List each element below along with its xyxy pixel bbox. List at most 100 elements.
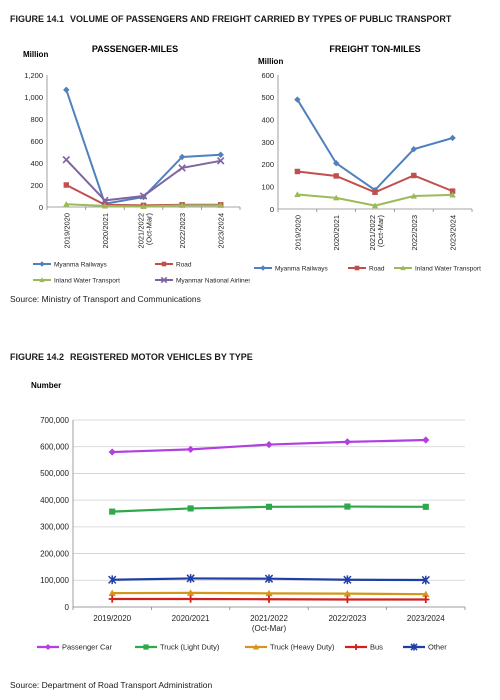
data-point [422,590,430,598]
legend-marker [400,265,406,271]
data-point [343,438,351,446]
data-point [178,202,186,208]
data-point [422,503,429,510]
chart-title: PASSENGER-MILES [92,44,178,54]
data-point [217,151,224,158]
data-point [411,172,417,179]
data-point [294,96,301,103]
data-point [108,575,117,585]
series-line [65,89,221,205]
data-point [421,575,430,585]
data-point [449,191,456,198]
legend-label: Inland Water Transport [415,266,481,273]
legend-label: Road [369,266,385,273]
figure-1-source: Source: Ministry of Transport and Commun… [10,294,201,304]
data-point [216,157,225,165]
y-tick-label: 600 [30,137,43,146]
x-tick-label: 2019/2020 [62,213,71,248]
figure-1-title: VOLUME OF PASSENGERS AND FREIGHT CARRIED… [70,14,452,24]
legend-label: Truck (Light Duty) [160,643,220,652]
passenger-miles-chart: PASSENGER-MILES Million 0 200 400 600 800 1,000… [23,44,250,285]
data-point [109,508,116,515]
x-tick-label: 2023/2024 [407,614,445,623]
x-tick-label: 2021/2022(Oct-Mar) [368,214,385,250]
series-line [296,99,453,192]
legend-label: Myanma Railways [275,266,328,273]
x-tick-label: 2022/2023 [178,213,187,248]
legend-marker [160,276,168,284]
data-point [449,134,456,142]
data-point [333,194,340,201]
legend-label: Passenger Car [62,643,113,652]
legend-label: Myanmar National Airlines [176,278,250,285]
x-tick-label: 2020/2021 [101,213,110,248]
legend-marker [252,643,260,650]
data-point [108,589,116,596]
legend-marker [161,261,167,267]
data-point [139,192,148,200]
legend-label: Other [428,643,447,652]
data-point [422,436,430,444]
legend-label: Road [176,262,192,269]
data-point [264,574,274,584]
legend-marker [354,265,360,271]
data-point [333,160,340,167]
figure-2-heading: FIGURE 14.2 REGISTERED MOTOR VEHICLES BY … [10,352,253,362]
data-point [265,589,273,597]
legend-marker [39,277,45,283]
freight-ton-miles-chart: FREIGHT TON-MILES Million 0 100 200 300 400 500… [254,44,481,273]
data-point [294,191,301,198]
legend-marker [260,265,266,271]
data-point [343,575,352,585]
y-tick-label: 700,000 [40,416,69,425]
data-point [178,153,186,161]
legend-label: Myanma Railways [54,262,107,269]
data-point [187,589,195,596]
data-point [410,192,417,199]
x-tick-label: 2019/2020 [293,215,302,250]
x-tick-label: 2021/2022(Oct-Mar) [137,212,154,248]
figure-2-title: REGISTERED MOTOR VEHICLES BY TYPE [70,352,253,362]
data-point [63,86,70,94]
legend-label: Inland Water Transport [54,278,120,285]
data-point [108,595,116,603]
x-tick-label: 2022/2023 [328,614,366,623]
figure-1-heading: FIGURE 14.1 VOLUME OF PASSENGERS AND FREI… [10,14,451,24]
y-tick-label: 300 [261,138,274,147]
x-tick-label: 2023/2024 [217,213,226,248]
data-point [422,595,430,604]
y-tick-label: 500,000 [40,469,69,478]
y-tick-label: 0 [270,205,274,214]
y-axis-label: Number [31,381,61,390]
x-tick-label: 2020/2021 [332,215,341,250]
legend-label: Truck (Heavy Duty) [270,643,335,652]
data-point [187,595,195,603]
chart-title: FREIGHT TON-MILES [329,44,420,54]
data-point [265,440,273,449]
y-tick-label: 0 [65,603,70,612]
data-point [140,203,147,210]
y-tick-label: 400,000 [40,496,69,505]
y-tick-label: 200 [261,160,274,169]
x-tick-label: 2022/2023 [410,215,419,250]
y-tick-label: 400 [261,115,274,124]
data-point [101,202,109,209]
y-tick-label: 400 [30,159,43,168]
y-tick-label: 200 [30,181,43,190]
y-tick-label: 500 [261,93,274,102]
data-point [108,448,116,456]
data-point [63,182,70,188]
y-tick-label: 600,000 [40,443,69,452]
y-axis-label: Million [23,50,48,59]
legend-marker [143,644,149,650]
data-point [333,173,339,179]
data-point [265,503,273,510]
y-tick-label: 0 [39,203,43,212]
x-tick-label: 2020/2021 [172,614,210,623]
data-point [178,164,186,172]
legend-label: Bus [370,643,383,652]
figure-2-source: Source: Department of Road Transport Adm… [10,680,213,690]
data-point [371,202,379,209]
y-tick-label: 1,000 [24,93,43,102]
data-point [343,595,351,604]
